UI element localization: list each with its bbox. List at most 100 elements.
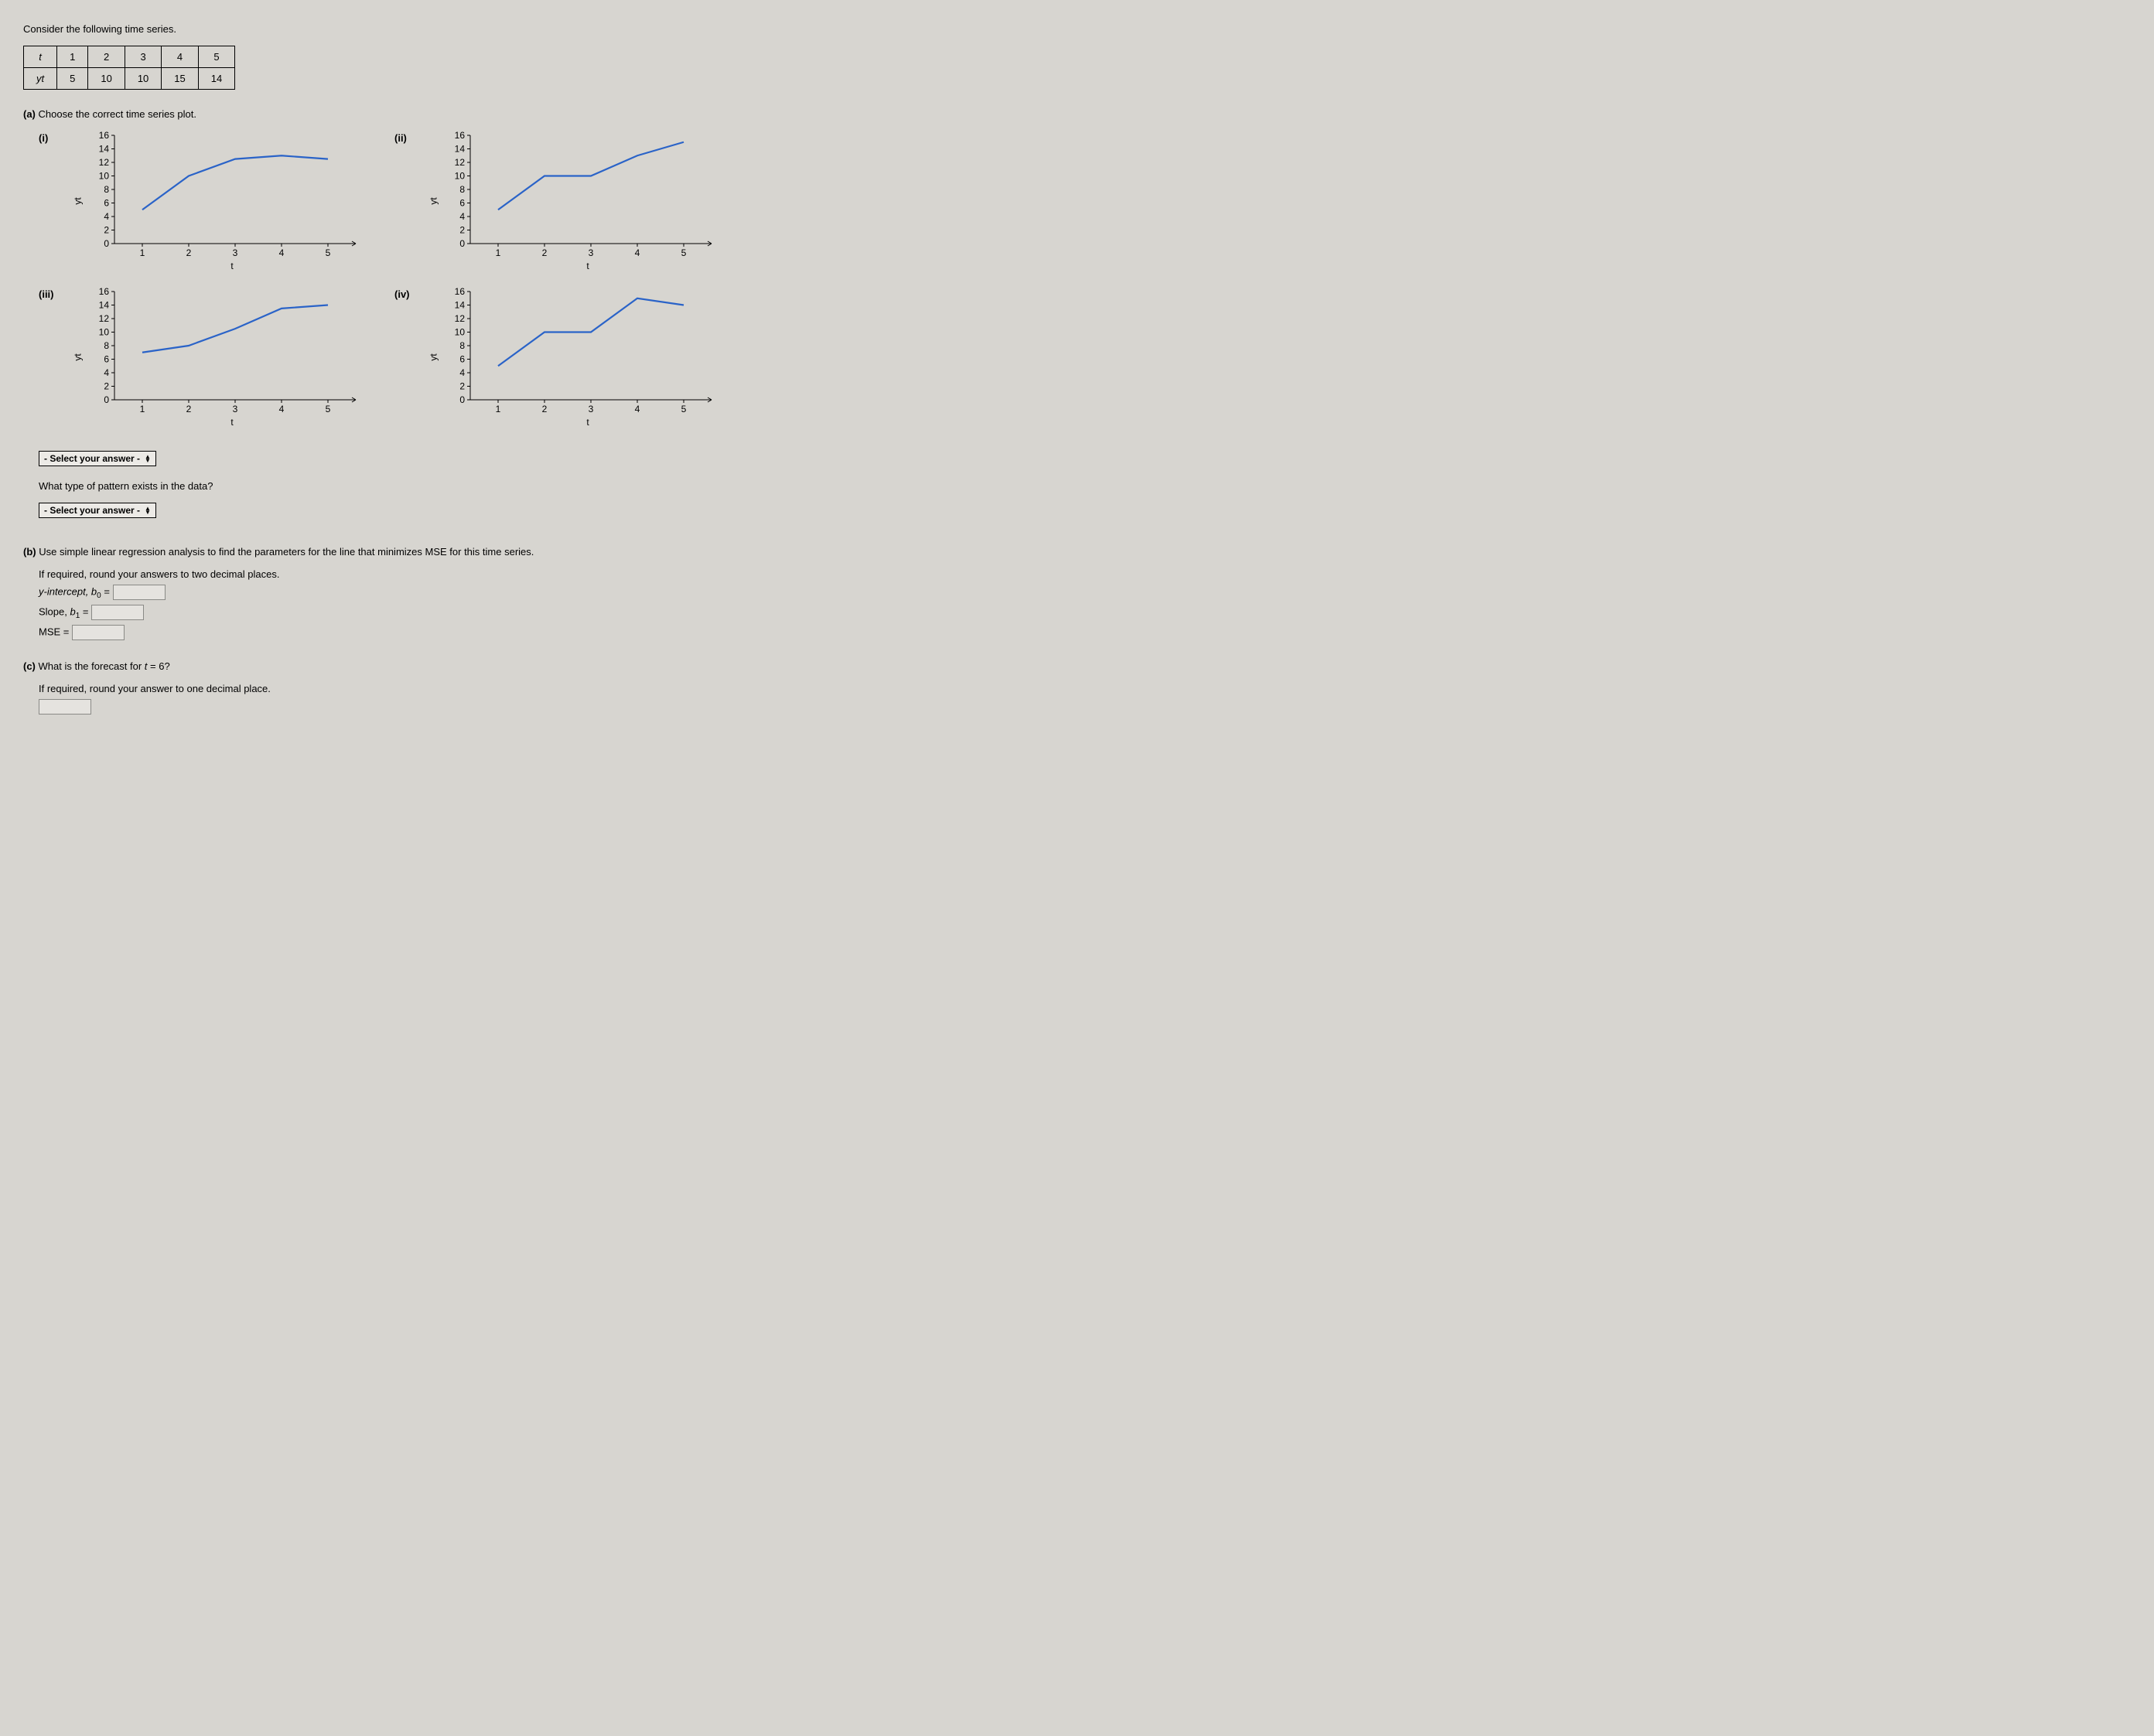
chevron-updown-icon: ▲▼ [145, 455, 151, 462]
svg-text:1: 1 [140, 247, 145, 258]
slope-row: Slope, b1 = [39, 605, 2131, 620]
plots-grid: (i) yt024681012141612345t (ii) yt0246810… [39, 131, 2131, 428]
part-c-label: (c) What is the forecast for t = 6? [23, 660, 2131, 672]
svg-text:12: 12 [455, 157, 466, 168]
time-series-table: t 1 2 3 4 5 yt 5 10 10 15 14 [23, 46, 235, 90]
svg-text:14: 14 [99, 144, 110, 155]
svg-text:0: 0 [104, 394, 109, 405]
roman-ii: (ii) [394, 131, 425, 144]
svg-text:10: 10 [99, 171, 110, 182]
yt-cell: 5 [57, 68, 88, 90]
svg-text:14: 14 [455, 300, 466, 311]
svg-text:12: 12 [99, 157, 110, 168]
y-axis-label: yt [428, 197, 439, 204]
slope-input[interactable] [91, 605, 144, 620]
part-b-prefix: (b) [23, 546, 36, 558]
yintercept-input[interactable] [113, 585, 166, 600]
x-axis-label: t [441, 417, 735, 428]
svg-text:4: 4 [459, 211, 465, 222]
svg-text:5: 5 [681, 247, 687, 258]
pattern-select[interactable]: - Select your answer - ▲▼ [39, 503, 156, 518]
chevron-updown-icon: ▲▼ [145, 506, 151, 514]
mse-input[interactable] [72, 625, 125, 640]
svg-text:6: 6 [104, 198, 109, 209]
svg-text:14: 14 [99, 300, 110, 311]
t-cell: 2 [88, 46, 125, 68]
x-axis-label: t [441, 261, 735, 271]
yint-eq: = [101, 585, 113, 597]
slope-eq: = [80, 605, 91, 617]
forecast-input[interactable] [39, 699, 91, 715]
y-axis-label: yt [428, 353, 439, 360]
mse-label: MSE = [39, 626, 72, 638]
svg-text:8: 8 [104, 184, 109, 195]
t-label: t [24, 46, 57, 68]
part-c-text2: If required, round your answer to one de… [39, 683, 2131, 694]
svg-text:10: 10 [99, 327, 110, 338]
svg-text:12: 12 [99, 313, 110, 324]
svg-text:5: 5 [326, 247, 331, 258]
svg-text:2: 2 [104, 225, 109, 236]
t-cell: 4 [162, 46, 198, 68]
y-axis-label: yt [73, 197, 84, 204]
intro-text: Consider the following time series. [23, 23, 2131, 35]
roman-i: (i) [39, 131, 70, 144]
part-b-text1: Use simple linear regression analysis to… [39, 546, 534, 558]
chart-iv: yt024681012141612345t [441, 287, 735, 428]
svg-text:5: 5 [326, 404, 331, 414]
svg-text:12: 12 [455, 313, 466, 324]
svg-text:6: 6 [459, 354, 465, 365]
svg-text:16: 16 [455, 131, 466, 141]
t-cell: 5 [198, 46, 234, 68]
svg-text:6: 6 [459, 198, 465, 209]
svg-text:10: 10 [455, 171, 466, 182]
svg-text:16: 16 [99, 287, 110, 297]
svg-text:1: 1 [496, 247, 501, 258]
svg-text:4: 4 [104, 367, 109, 378]
yt-label: yt [24, 68, 57, 90]
svg-text:3: 3 [233, 247, 238, 258]
t-cell: 3 [125, 46, 161, 68]
svg-text:16: 16 [99, 131, 110, 141]
x-axis-label: t [85, 417, 379, 428]
svg-text:3: 3 [589, 404, 594, 414]
svg-text:16: 16 [455, 287, 466, 297]
svg-text:2: 2 [104, 381, 109, 392]
svg-text:4: 4 [459, 367, 465, 378]
t-cell: 1 [57, 46, 88, 68]
svg-text:3: 3 [233, 404, 238, 414]
svg-text:6: 6 [104, 354, 109, 365]
svg-text:3: 3 [589, 247, 594, 258]
part-b-text2: If required, round your answers to two d… [39, 568, 2131, 580]
yt-cell: 14 [198, 68, 234, 90]
part-a-prefix: (a) [23, 108, 36, 120]
slope-sym: b [70, 605, 75, 617]
chart-iii: yt024681012141612345t [85, 287, 379, 428]
svg-text:2: 2 [542, 247, 548, 258]
svg-text:2: 2 [542, 404, 548, 414]
svg-text:8: 8 [459, 184, 465, 195]
svg-text:14: 14 [455, 144, 466, 155]
roman-iv: (iv) [394, 287, 425, 300]
yt-cell: 10 [125, 68, 161, 90]
chart-ii: yt024681012141612345t [441, 131, 735, 271]
svg-text:0: 0 [459, 394, 465, 405]
part-a-label: (a) Choose the correct time series plot. [23, 108, 2131, 120]
pattern-question: What type of pattern exists in the data? [39, 480, 2131, 492]
svg-text:1: 1 [140, 404, 145, 414]
roman-iii: (iii) [39, 287, 70, 300]
yt-cell: 15 [162, 68, 198, 90]
svg-text:2: 2 [186, 247, 192, 258]
svg-text:4: 4 [279, 247, 285, 258]
svg-text:4: 4 [635, 247, 640, 258]
svg-text:4: 4 [279, 404, 285, 414]
part-c-text-pre: What is the forecast for [39, 660, 145, 672]
pattern-select-label: - Select your answer - [44, 505, 140, 516]
plot-select[interactable]: - Select your answer - ▲▼ [39, 451, 156, 466]
svg-text:5: 5 [681, 404, 687, 414]
svg-text:4: 4 [104, 211, 109, 222]
plot-select-label: - Select your answer - [44, 453, 140, 464]
svg-text:2: 2 [459, 381, 465, 392]
chart-i: yt024681012141612345t [85, 131, 379, 271]
svg-text:0: 0 [104, 238, 109, 249]
